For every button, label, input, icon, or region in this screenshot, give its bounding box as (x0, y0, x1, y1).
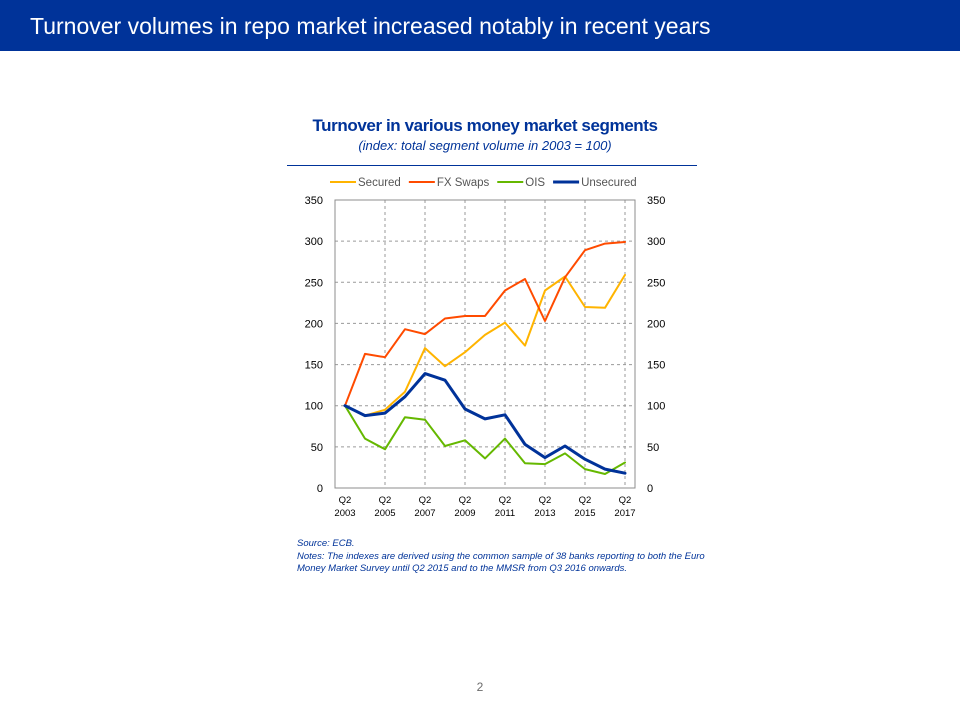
y-tick-label-left: 150 (305, 360, 323, 372)
y-tick-label-left: 250 (305, 277, 323, 289)
y-tick-label-right: 350 (647, 195, 665, 207)
y-tick-label-left: 50 (311, 442, 323, 454)
y-tick-label-right: 100 (647, 401, 665, 413)
line-chart: 0 0 50 50 100 100 150 150 200 200 250 250 300 300 350 3… (305, 177, 666, 519)
x-tick-label: 2007 (414, 508, 435, 519)
x-tick-label: 2011 (495, 508, 515, 519)
legend-label: Unsecured (581, 177, 637, 189)
legend-label: Secured (358, 177, 401, 189)
y-tick-label-right: 250 (647, 277, 665, 289)
y-tick-label-right: 0 (647, 483, 653, 495)
series-line-secured (344, 273, 626, 417)
page-number: 2 (476, 680, 484, 694)
legend: Secured FX Swaps OIS Unsecured (330, 177, 637, 189)
slide-title: Turnover volumes in repo market increase… (30, 13, 711, 39)
x-tick-label: Q2 (459, 495, 472, 506)
x-tick-label: Q2 (419, 495, 432, 506)
x-tick-label: Q2 (539, 495, 552, 506)
x-tick-label: 2013 (534, 508, 555, 519)
y-tick-label-left: 100 (305, 401, 323, 413)
y-tick-label-left: 200 (305, 318, 323, 330)
legend-label: FX Swaps (437, 177, 490, 189)
y-tick-label-left: 300 (305, 236, 323, 248)
y-tick-label-left: 350 (305, 195, 323, 207)
source-note: Source: ECB. (297, 538, 355, 549)
chart-title: Turnover in various money market segment… (312, 116, 658, 135)
y-tick-label-right: 200 (647, 318, 665, 330)
x-tick-label: 2003 (334, 508, 355, 519)
header-bar: Turnover volumes in repo market increase… (0, 0, 960, 51)
series-line-ois (344, 404, 626, 475)
series-line-fx-swaps (344, 241, 626, 407)
y-tick-label-right: 50 (647, 442, 659, 454)
x-tick-label: Q2 (339, 495, 352, 506)
x-tick-label: Q2 (499, 495, 512, 506)
y-tick-label-left: 0 (317, 483, 323, 495)
x-tick-label: Q2 (579, 495, 592, 506)
notes-text: Notes: The indexes are derived using the… (297, 550, 705, 575)
y-tick-label-right: 300 (647, 236, 665, 248)
x-tick-label: Q2 (619, 495, 632, 506)
legend-label: OIS (525, 177, 545, 189)
x-tick-label: 2015 (574, 508, 595, 519)
title-divider (287, 165, 697, 166)
x-tick-label: Q2 (379, 495, 392, 506)
y-tick-label-right: 150 (647, 360, 665, 372)
gridlines (335, 200, 635, 488)
chart-subtitle: (index: total segment volume in 2003 = 1… (358, 138, 612, 153)
plot-frame (334, 199, 636, 489)
x-tick-label: 2005 (374, 508, 395, 519)
x-tick-label: 2017 (614, 508, 635, 519)
series-line-unsecured (343, 372, 627, 475)
chart-notes: Source: ECB. Notes: The indexes are deri… (297, 538, 707, 576)
x-tick-label: 2009 (454, 508, 475, 519)
